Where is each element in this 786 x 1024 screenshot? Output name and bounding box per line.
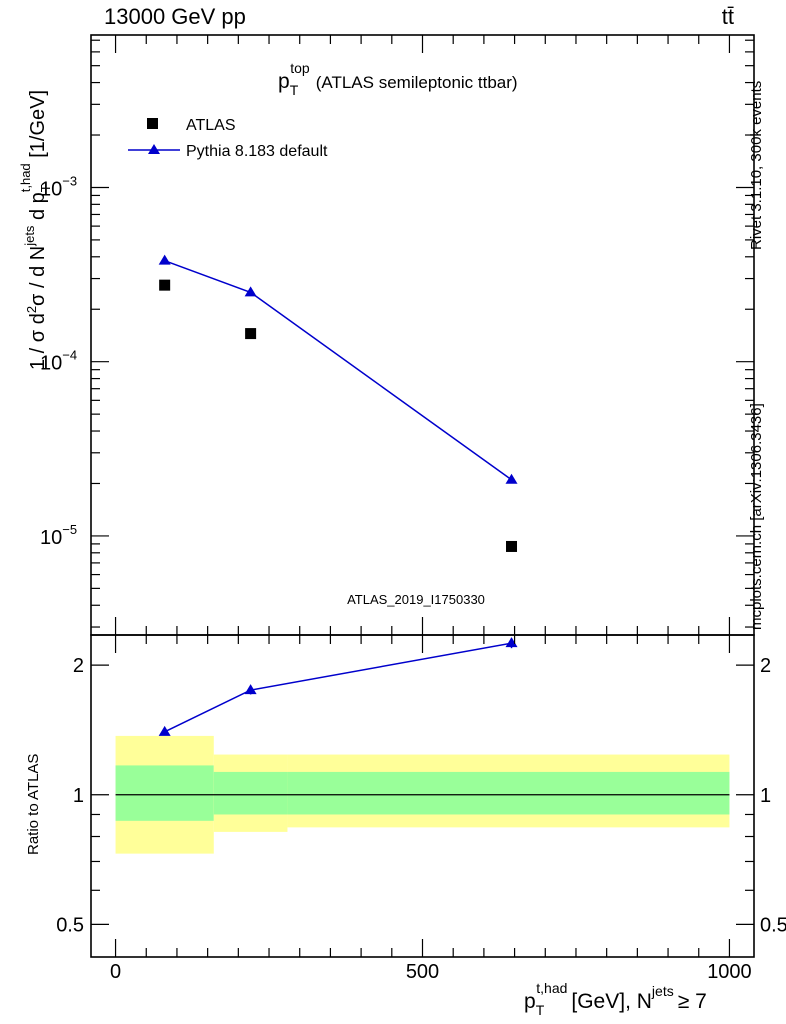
ratio-y-tick-label-right: 0.5 (760, 914, 786, 936)
pythia-point (244, 286, 257, 297)
atlas-point (245, 328, 257, 340)
ratio-y-tick-label-right: 1 (760, 785, 771, 807)
legend-pythia-label: Pythia 8.183 default (186, 143, 328, 160)
y-tick-label: 10−5 (40, 522, 77, 549)
atlas-point (159, 279, 171, 291)
pythia-line (164, 259, 512, 481)
inner-band (213, 771, 288, 815)
legend-atlas-label: ATLAS (186, 117, 236, 134)
y-tick-label: 10−3 (40, 173, 77, 200)
source-label: mcplots.cern.ch [arXiv:1306.3436] (748, 403, 765, 630)
ratio-point (244, 684, 257, 695)
rivet-version-label: Rivet 3.1.10, 300k events (748, 81, 765, 250)
uncertainty-bands (115, 735, 730, 854)
energy-label: 13000 GeV pp (104, 4, 246, 29)
y-tick-label: 10−4 (40, 348, 77, 375)
ratio-panel: 0.5 0.5 1 1 2 2 0 500 1000 (56, 634, 786, 983)
ratio-y-tick-label: 0.5 (56, 914, 84, 936)
ratio-y-tick-labels: 0.5 0.5 1 1 2 2 (56, 655, 786, 936)
ratio-series (158, 637, 518, 736)
top-panel-ticks (91, 35, 754, 635)
top-y-tick-labels: 10−5 10−4 10−3 (40, 173, 77, 548)
ratio-y-tick-label: 1 (73, 785, 84, 807)
ratio-y-tick-label: 2 (73, 655, 84, 677)
process-label: tt̄ (721, 4, 734, 29)
x-tick-label: 1000 (707, 961, 752, 983)
x-tick-labels: 0 500 1000 (110, 961, 752, 983)
ratio-y-axis-title: Ratio to ATLAS (25, 754, 42, 855)
ratio-line (164, 642, 512, 733)
ratio-point (158, 725, 171, 736)
plot-title: pTtop(ATLAS semileptonic ttbar) (278, 60, 518, 98)
legend-pythia-marker (148, 144, 160, 154)
legend-atlas-marker (147, 118, 158, 129)
x-tick-label: 0 (110, 961, 121, 983)
x-axis-title: pTt,had[GeV], Njets ≥ 7 (524, 980, 707, 1018)
inner-band (287, 771, 730, 815)
atlas-point (506, 540, 518, 552)
inner-band (115, 765, 214, 821)
top-series (158, 254, 518, 552)
ratio-point (505, 637, 518, 648)
legend: ATLAS Pythia 8.183 default (128, 117, 328, 160)
top-panel: 10−5 10−4 10−3 pTtop(ATLAS semileptonic tt… (40, 34, 755, 636)
ratio-y-tick-label-right: 2 (760, 655, 771, 677)
analysis-watermark: ATLAS_2019_I1750330 (347, 592, 485, 607)
top-y-axis-title: 1 / σ d2σ / d Njets d pTt,had [1/GeV] (18, 90, 53, 370)
ratio-panel-ticks (91, 635, 754, 957)
x-tick-label: 500 (406, 961, 439, 983)
pythia-point (505, 473, 518, 484)
pythia-point (158, 254, 171, 265)
